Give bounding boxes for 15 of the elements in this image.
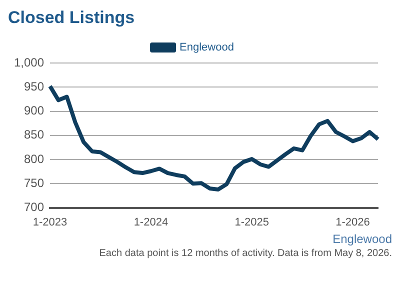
x-tick-label: 1-2024	[134, 216, 168, 228]
y-tick-label: 1,000	[14, 55, 44, 70]
x-tick-label: 1-2025	[234, 216, 269, 228]
y-tick-label: 850	[24, 128, 44, 142]
y-tick-label: 800	[24, 152, 44, 166]
legend-label: Englewood	[180, 42, 234, 54]
y-tick-label: 950	[24, 79, 44, 94]
y-tick-label: 750	[24, 176, 44, 190]
y-tick-label: 900	[24, 104, 44, 118]
x-tick-label: 1-2023	[32, 216, 68, 228]
chart-title: Closed Listings	[8, 8, 136, 28]
x-tick-label: 1-2026	[336, 216, 370, 228]
text: Each data point is 12 months of activity. Data is from May 8, 2026.	[98, 248, 392, 259]
text: Englewood	[332, 232, 392, 246]
y-tick-label: 700	[24, 200, 44, 214]
